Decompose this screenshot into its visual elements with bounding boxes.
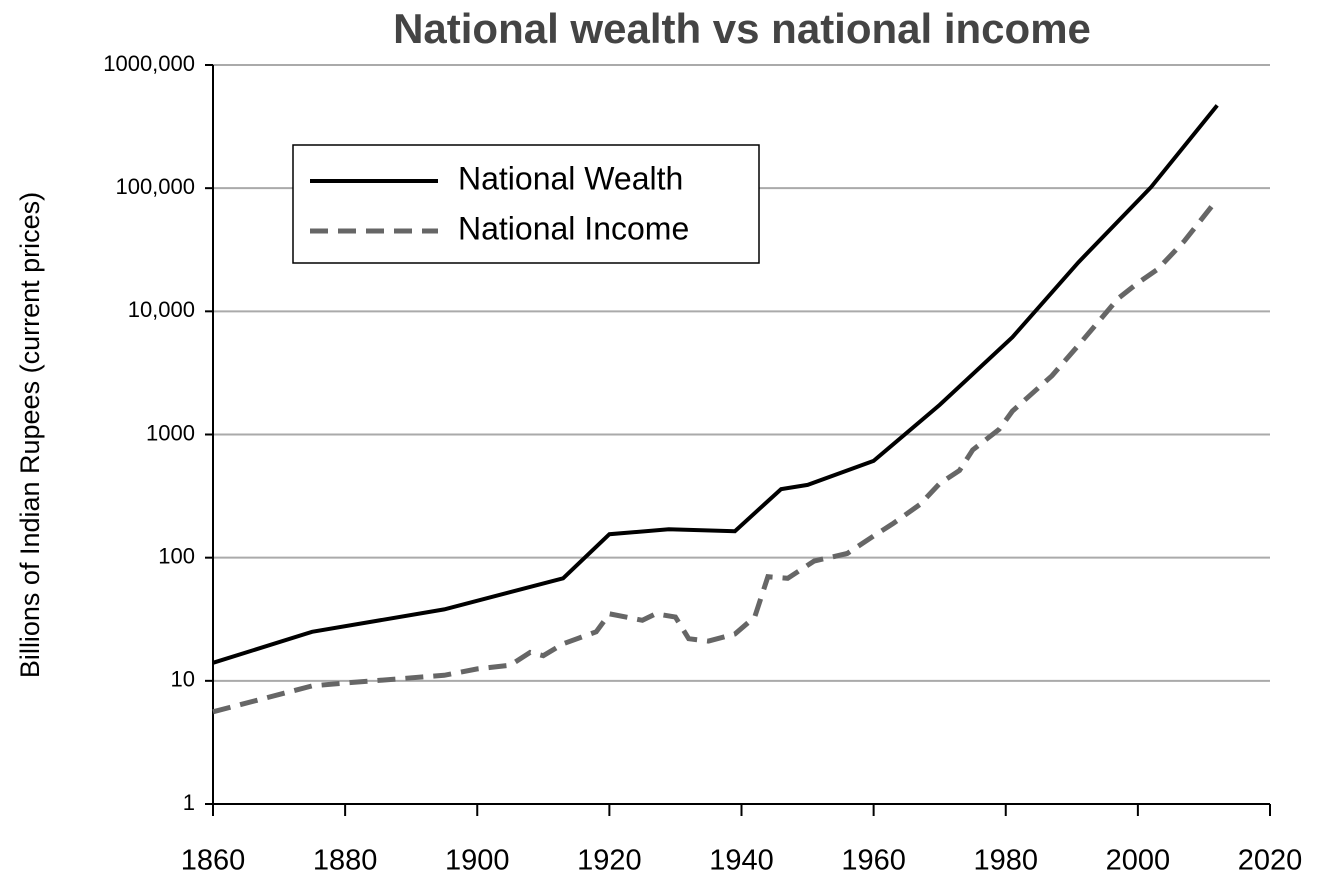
x-tick-label: 1900 <box>445 845 510 877</box>
y-tick-label: 10,000 <box>128 297 195 322</box>
legend-box <box>292 144 760 264</box>
legend-label: National Wealth <box>458 160 683 196</box>
y-tick-label: 100 <box>158 543 195 568</box>
x-tick-label: 1960 <box>841 845 906 877</box>
line <box>212 104 1219 665</box>
x-tick-label: 1940 <box>709 845 774 877</box>
legend-label: National Income <box>458 210 689 246</box>
x-tick-label: 1920 <box>577 845 642 877</box>
x-tick-label: 1980 <box>973 845 1038 877</box>
y-tick-label: 100,000 <box>115 174 195 199</box>
y-tick-label: 1 <box>183 790 195 815</box>
y-tick-label: 1000,000 <box>103 51 195 76</box>
line <box>212 197 1220 715</box>
y-tick-label: 1000 <box>146 420 195 445</box>
x-tick-label: 1880 <box>313 845 378 877</box>
x-tick-label: 2000 <box>1106 845 1171 877</box>
y-axis-label: Billions of Indian Rupees (current price… <box>15 192 45 678</box>
x-tick-label: 2020 <box>1238 845 1303 877</box>
chart-title: National wealth vs national income <box>393 5 1091 52</box>
y-tick-label: 10 <box>171 667 195 692</box>
x-tick-label: 1860 <box>181 845 246 877</box>
